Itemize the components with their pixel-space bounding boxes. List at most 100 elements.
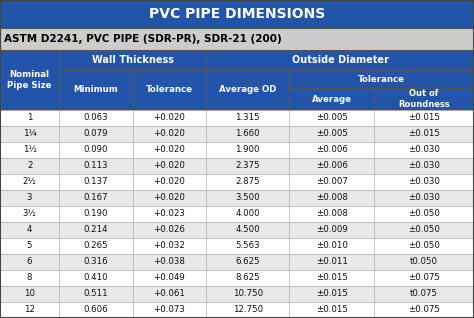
Bar (59, 254, 133, 270)
Bar (206, 50, 474, 70)
Bar (59, 270, 133, 286)
Text: Minimum: Minimum (73, 86, 118, 94)
Bar (374, 206, 474, 222)
Bar (206, 206, 289, 222)
Bar (133, 238, 206, 254)
Text: 6.625: 6.625 (236, 258, 260, 266)
Bar (59, 50, 206, 70)
Text: +0.023: +0.023 (154, 210, 185, 218)
Text: 6: 6 (27, 258, 32, 266)
Bar (374, 158, 474, 174)
Text: ±0.009: ±0.009 (316, 225, 347, 234)
Bar (59, 110, 133, 126)
Bar (0, 238, 59, 254)
Bar (133, 222, 206, 238)
Bar (374, 238, 474, 254)
Text: ±0.030: ±0.030 (408, 193, 440, 203)
Bar (59, 238, 133, 254)
Text: 2½: 2½ (23, 177, 36, 186)
Bar (206, 286, 289, 302)
Bar (206, 158, 289, 174)
Bar (374, 110, 474, 126)
Text: 0.511: 0.511 (84, 289, 108, 299)
Bar (374, 142, 474, 158)
Text: ±0.005: ±0.005 (316, 114, 348, 122)
Text: 2.875: 2.875 (236, 177, 260, 186)
Text: ±0.015: ±0.015 (408, 129, 440, 139)
Text: 0.079: 0.079 (84, 129, 108, 139)
Bar (289, 88, 374, 110)
Bar (289, 302, 374, 318)
Bar (206, 254, 289, 270)
Bar (59, 222, 133, 238)
Text: +0.020: +0.020 (154, 162, 185, 170)
Text: ±0.050: ±0.050 (408, 210, 440, 218)
Text: 3.500: 3.500 (236, 193, 260, 203)
Bar (59, 286, 133, 302)
Bar (374, 302, 474, 318)
Text: +0.020: +0.020 (154, 193, 185, 203)
Bar (289, 190, 374, 206)
Bar (206, 70, 289, 110)
Bar (289, 270, 374, 286)
Text: +0.073: +0.073 (154, 306, 185, 315)
Bar (289, 142, 374, 158)
Bar (59, 158, 133, 174)
Bar (133, 302, 206, 318)
Bar (289, 254, 374, 270)
Bar (0, 270, 59, 286)
Text: ±0.015: ±0.015 (316, 273, 348, 282)
Text: ±0.010: ±0.010 (316, 241, 348, 251)
Text: 0.090: 0.090 (84, 146, 108, 155)
Bar (206, 190, 289, 206)
Text: 1¼: 1¼ (23, 129, 36, 139)
Text: t0.075: t0.075 (410, 289, 438, 299)
Text: 12: 12 (24, 306, 35, 315)
Text: ±0.050: ±0.050 (408, 225, 440, 234)
Text: 5.563: 5.563 (236, 241, 260, 251)
Text: ±0.030: ±0.030 (408, 146, 440, 155)
Bar (374, 270, 474, 286)
Bar (133, 270, 206, 286)
Text: +0.020: +0.020 (154, 114, 185, 122)
Bar (206, 238, 289, 254)
Text: 4.000: 4.000 (236, 210, 260, 218)
Text: Nominal
Pipe Size: Nominal Pipe Size (8, 70, 52, 90)
Text: Average: Average (312, 94, 352, 103)
Bar (206, 270, 289, 286)
Text: ±0.007: ±0.007 (316, 177, 348, 186)
Text: ±0.030: ±0.030 (408, 177, 440, 186)
Bar (133, 142, 206, 158)
Text: 0.190: 0.190 (84, 210, 108, 218)
Text: Out of
Roundness: Out of Roundness (398, 89, 450, 109)
Bar (0, 286, 59, 302)
Text: ±0.006: ±0.006 (316, 146, 348, 155)
Bar (289, 206, 374, 222)
Bar (133, 254, 206, 270)
Text: ±0.005: ±0.005 (316, 129, 348, 139)
Text: 0.265: 0.265 (84, 241, 108, 251)
Bar (374, 222, 474, 238)
Text: 0.316: 0.316 (84, 258, 108, 266)
Bar (289, 174, 374, 190)
Bar (59, 302, 133, 318)
Text: 1: 1 (27, 114, 32, 122)
Text: 12.750: 12.750 (233, 306, 263, 315)
Text: +0.032: +0.032 (154, 241, 185, 251)
Text: +0.026: +0.026 (154, 225, 185, 234)
Text: 1.660: 1.660 (236, 129, 260, 139)
Bar (0, 158, 59, 174)
Bar (289, 110, 374, 126)
Text: ±0.008: ±0.008 (316, 193, 348, 203)
Bar (0, 254, 59, 270)
Bar (374, 254, 474, 270)
Bar (0, 126, 59, 142)
Bar (133, 126, 206, 142)
Bar (206, 302, 289, 318)
Bar (206, 126, 289, 142)
Text: 0.606: 0.606 (84, 306, 108, 315)
Bar (59, 70, 133, 110)
Bar (59, 174, 133, 190)
Bar (374, 286, 474, 302)
Text: +0.061: +0.061 (154, 289, 185, 299)
